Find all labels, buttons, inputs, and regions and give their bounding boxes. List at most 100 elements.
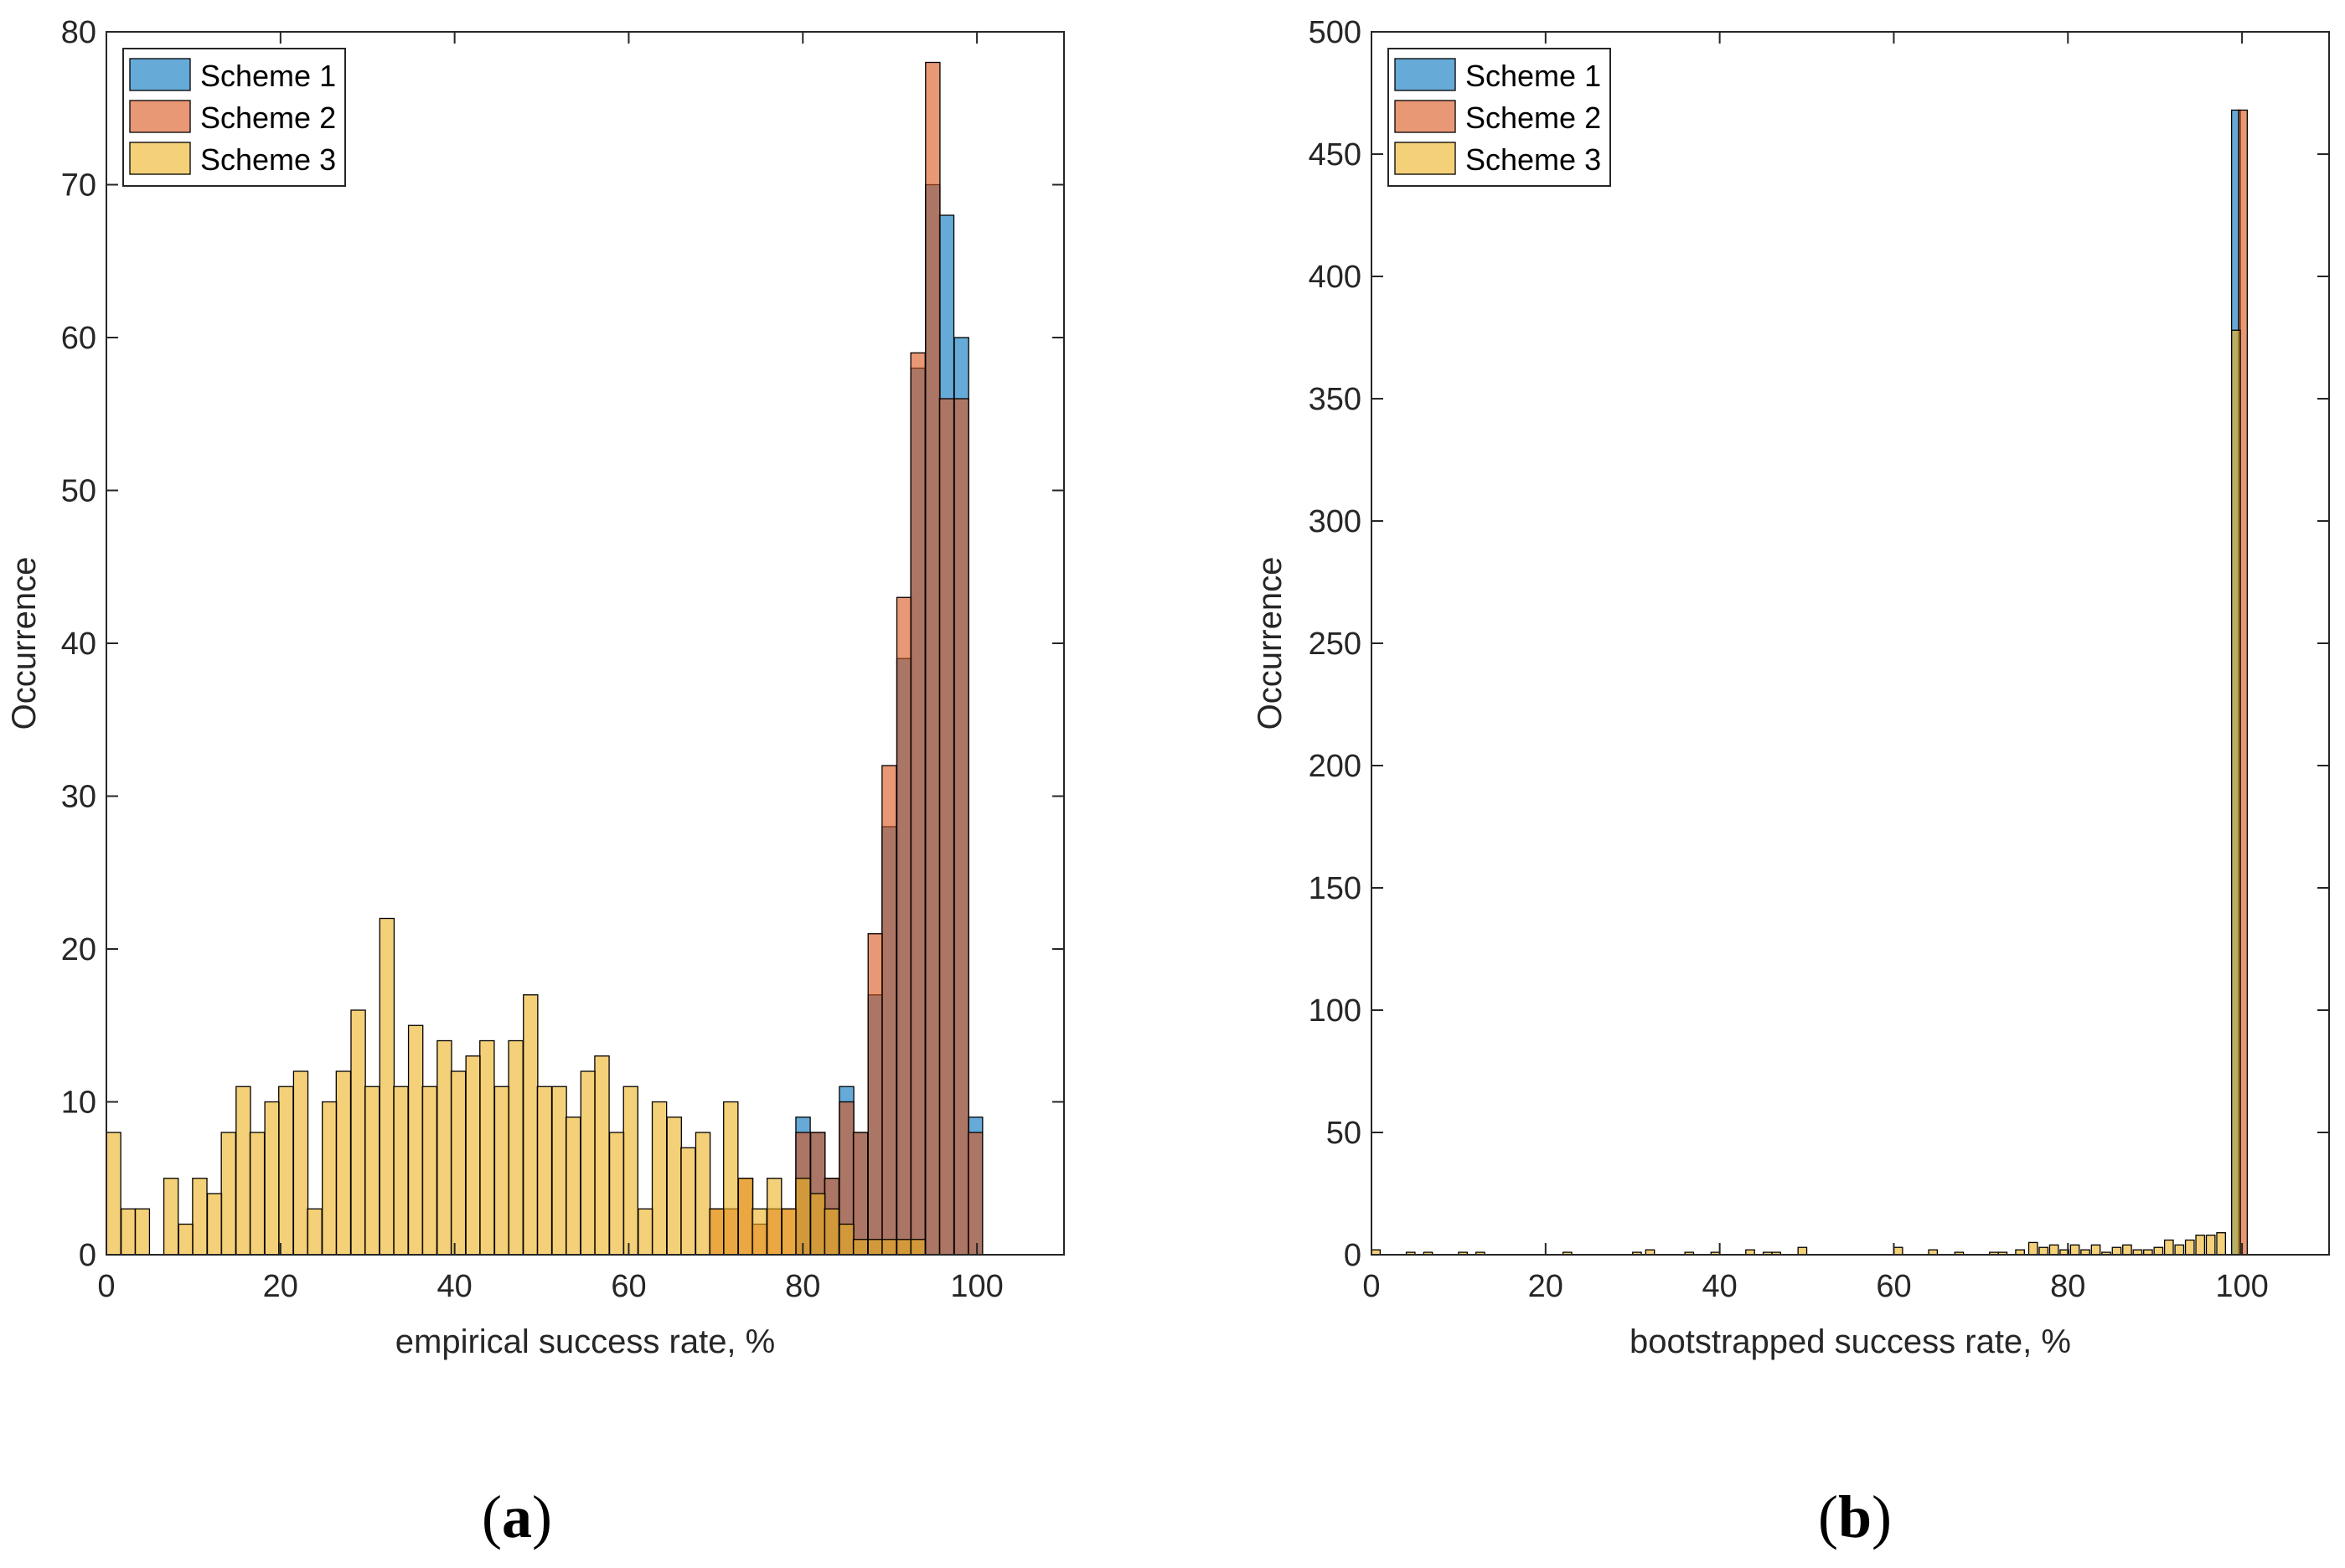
panel-a-xtick-label-4: 80 [785, 1269, 820, 1304]
panel-b-axes-box [1371, 31, 2330, 1256]
panel-a-legend-swatch-2 [129, 100, 191, 133]
panel-a-bar-series2-15 [925, 61, 941, 1256]
panel-b-xtick-label-4: 80 [2050, 1269, 2085, 1304]
panel-a-bar-series3-33 [580, 1070, 597, 1256]
panel-a-bar-series2-10 [852, 1132, 869, 1256]
panel-a-bar-series3-1 [121, 1208, 137, 1256]
panel-b-bar-series3-32 [2153, 1246, 2164, 1256]
panel-a-xtick-label-5: 100 [950, 1269, 1003, 1304]
panel-b-bar-series3-22 [2048, 1244, 2059, 1256]
panel-b-legend-label-3: Scheme 3 [1465, 142, 1601, 177]
panel-b-bar-series3-37 [2205, 1234, 2216, 1256]
panel-b-bar-series3-21 [2038, 1246, 2049, 1256]
panel-a-bar-series3-56 [910, 1239, 926, 1256]
panel-a-bar-series3-10 [249, 1132, 266, 1256]
panel-a-ylabel: Occurrence [6, 557, 43, 730]
panel-b-ytick-label-6: 300 [1309, 504, 1361, 539]
panel-a-ytick-label-0: 0 [79, 1238, 96, 1273]
panel-a-chart: 0 20 40 60 80 100 0 10 20 30 40 50 60 70 80 empirical s… [6, 15, 1065, 1360]
panel-a-bar-series3-26 [479, 1039, 495, 1256]
panel-b-bar-series3-13 [1797, 1246, 1808, 1256]
panel-a-bar-series3-36 [622, 1086, 639, 1256]
panel-a-bar-series3-20 [393, 1086, 409, 1256]
panel-a-bar-series2-13 [896, 596, 912, 1256]
panel-a-xlabel: empirical success rate, % [395, 1323, 775, 1360]
panel-a-legend-label-2: Scheme 2 [200, 101, 336, 135]
panel-a-bar-series3-18 [364, 1086, 380, 1256]
panel-b-bar-series3-24 [2069, 1244, 2080, 1256]
panel-a-xtick-label-1: 20 [263, 1269, 298, 1304]
panel-a-bar-series3-28 [508, 1039, 524, 1256]
panel-a-bar-series3-11 [264, 1101, 280, 1256]
panel-a-bar-series3-53 [867, 1239, 883, 1256]
panel-a-bar-series3-32 [565, 1117, 581, 1256]
panel-b-bar-series3-33 [2163, 1239, 2174, 1256]
panel-a-bar-series3-25 [465, 1055, 481, 1256]
panel-a-ytick-label-7: 70 [61, 168, 96, 204]
panel-a-ytick-label-1: 10 [61, 1086, 96, 1121]
panel-b-chart: 0 20 40 60 80 100 0 50 100 150 200 250 300 350 400 450 5… [1252, 15, 2330, 1360]
panel-a-legend-label-3: Scheme 3 [200, 142, 336, 177]
panel-a-bar-series2-17 [953, 398, 969, 1256]
panel-b-ytick-label-8: 400 [1309, 260, 1361, 295]
panel-a-bar-series3-46 [767, 1178, 783, 1256]
panel-a-bar-series3-37 [638, 1208, 653, 1256]
panel-b-legend-label-2: Scheme 2 [1465, 101, 1601, 135]
panel-b-ytick-label-9: 450 [1309, 137, 1361, 173]
panel-b-bar-series3-20 [2027, 1241, 2038, 1256]
panel-a-bar-series3-30 [536, 1086, 553, 1256]
panel-a-bar-series2-12 [881, 765, 897, 1256]
panel-a-bar-series3-47 [781, 1208, 798, 1256]
panel-a-bar-series3-44 [737, 1178, 754, 1256]
panel-a-bar-series3-23 [436, 1039, 452, 1256]
panel-a-bar-series3-17 [350, 1009, 366, 1256]
panel-a-bar-series3-38 [651, 1101, 668, 1256]
panel-a-xtick-label-0: 0 [97, 1269, 115, 1304]
panel-a-bar-series3-39 [666, 1117, 682, 1256]
panel-a-bar-series3-6 [192, 1178, 208, 1256]
panel-a-ytick-label-5: 50 [61, 474, 96, 509]
panel-b-bar-series3-28 [2111, 1246, 2122, 1256]
panel-a-bar-series3-5 [178, 1223, 194, 1256]
panel-a-bar-series3-8 [220, 1132, 236, 1256]
panel-a-ytick-label-3: 30 [61, 780, 96, 815]
panel-a-bar-series3-40 [680, 1147, 696, 1256]
panel-a-bar-series3-24 [450, 1070, 467, 1256]
panel-b-ytick-label-0: 0 [1344, 1238, 1361, 1273]
panel-a-bar-series3-27 [493, 1086, 510, 1256]
panel-a-bar-series3-13 [292, 1070, 309, 1256]
panel-a-bar-series2-11 [867, 933, 883, 1256]
panel-a-bar-series3-0 [106, 1132, 121, 1256]
panel-a-bar-series3-31 [551, 1086, 567, 1256]
panel-b-xtick-label-2: 40 [1702, 1269, 1737, 1304]
panel-a-bar-series3-15 [322, 1101, 338, 1256]
panel-a-bar-series3-54 [881, 1239, 897, 1256]
panel-b-bar-series3-39 [2230, 329, 2241, 1256]
panel-a-bar-series3-50 [824, 1208, 840, 1256]
panel-b-xtick-label-1: 20 [1528, 1269, 1563, 1304]
panel-a-bar-series2-16 [938, 398, 955, 1256]
panel-b-xtick-label-3: 60 [1876, 1269, 1911, 1304]
panel-b-ytick-label-1: 50 [1326, 1116, 1361, 1151]
panel-b-bar-series3-34 [2174, 1244, 2185, 1256]
panel-b-bar-series3-38 [2216, 1232, 2226, 1256]
panel-a-bar-series3-35 [608, 1132, 625, 1256]
panel-a-bar-series3-9 [235, 1086, 251, 1256]
panel-b-xlabel: bootstrapped success rate, % [1630, 1323, 2071, 1360]
panel-b-ytick-label-10: 500 [1309, 15, 1361, 50]
panel-a-bar-series2-18 [968, 1132, 984, 1256]
panel-a-bar-series3-21 [407, 1024, 424, 1256]
panel-a-xtick-label-2: 40 [436, 1269, 472, 1304]
panel-b-bar-series3-29 [2122, 1244, 2132, 1256]
panel-a-xtick-label-3: 60 [611, 1269, 646, 1304]
panel-a-ytick-label-8: 80 [61, 15, 96, 50]
panel-b-ytick-label-2: 100 [1309, 993, 1361, 1029]
panel-letter-b: b [1837, 1483, 1872, 1550]
panel-a-bar-series2-14 [910, 352, 926, 1256]
panel-a-bar-series3-2 [134, 1208, 151, 1256]
panel-a-bar-series3-51 [839, 1223, 855, 1256]
panel-b-ytick-label-3: 150 [1309, 871, 1361, 906]
panel-b-bar-series3-26 [2090, 1244, 2101, 1256]
panel-a-bar-series3-49 [809, 1193, 826, 1256]
